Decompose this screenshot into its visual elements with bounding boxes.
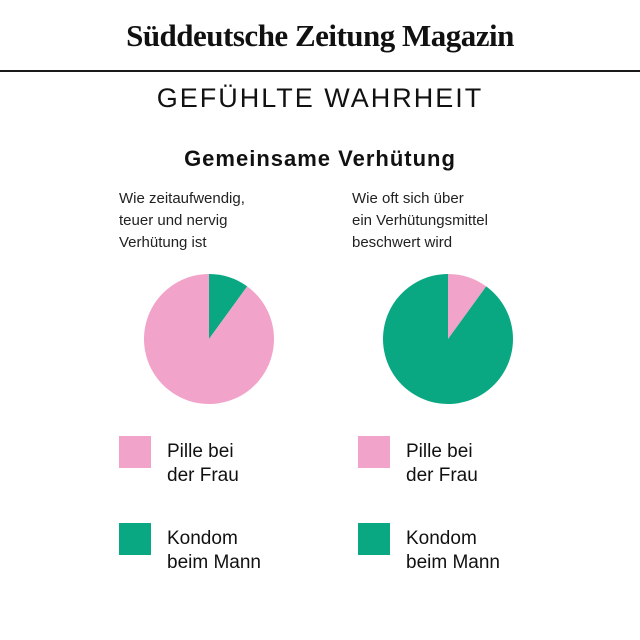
right-legend-swatch-kondom <box>358 523 390 555</box>
right-chart-question: Wie oft sich über ein Verhütungsmittel b… <box>352 190 488 251</box>
left-legend-swatch-pille <box>119 436 151 468</box>
left-legend-swatch-kondom <box>119 523 151 555</box>
left-legend-label-pille: Pille bei der Frau <box>167 441 239 486</box>
left-chart-question: Wie zeitaufwendig, teuer und nervig Verh… <box>119 190 245 251</box>
headline: Gemeinsame Verhütung <box>184 146 456 171</box>
right-pie-slice-0 <box>448 274 487 339</box>
right-legend-swatch-pille <box>358 436 390 468</box>
right-pie-chart <box>383 274 513 404</box>
right-legend-item-pille: Pille bei der Frau <box>358 436 558 492</box>
left-legend-item-kondom: Kondom beim Mann <box>119 523 319 579</box>
kicker: GEFÜHLTE WAHRHEIT <box>156 83 484 113</box>
right-legend-item-kondom: Kondom beim Mann <box>358 523 558 579</box>
right-legend-label-kondom: Kondom beim Mann <box>406 528 500 573</box>
left-legend-item-pille: Pille bei der Frau <box>119 436 319 492</box>
right-legend-label-pille: Pille bei der Frau <box>406 441 478 486</box>
left-legend-label-kondom: Kondom beim Mann <box>167 528 261 573</box>
left-pie-chart <box>144 274 274 404</box>
header-divider <box>0 70 640 72</box>
right-pie-slice-1 <box>383 274 513 404</box>
masthead-logo: Süddeutsche Zeitung Magazin <box>126 18 514 53</box>
left-pie-slice-1 <box>144 274 274 404</box>
left-pie-slice-0 <box>209 274 248 339</box>
